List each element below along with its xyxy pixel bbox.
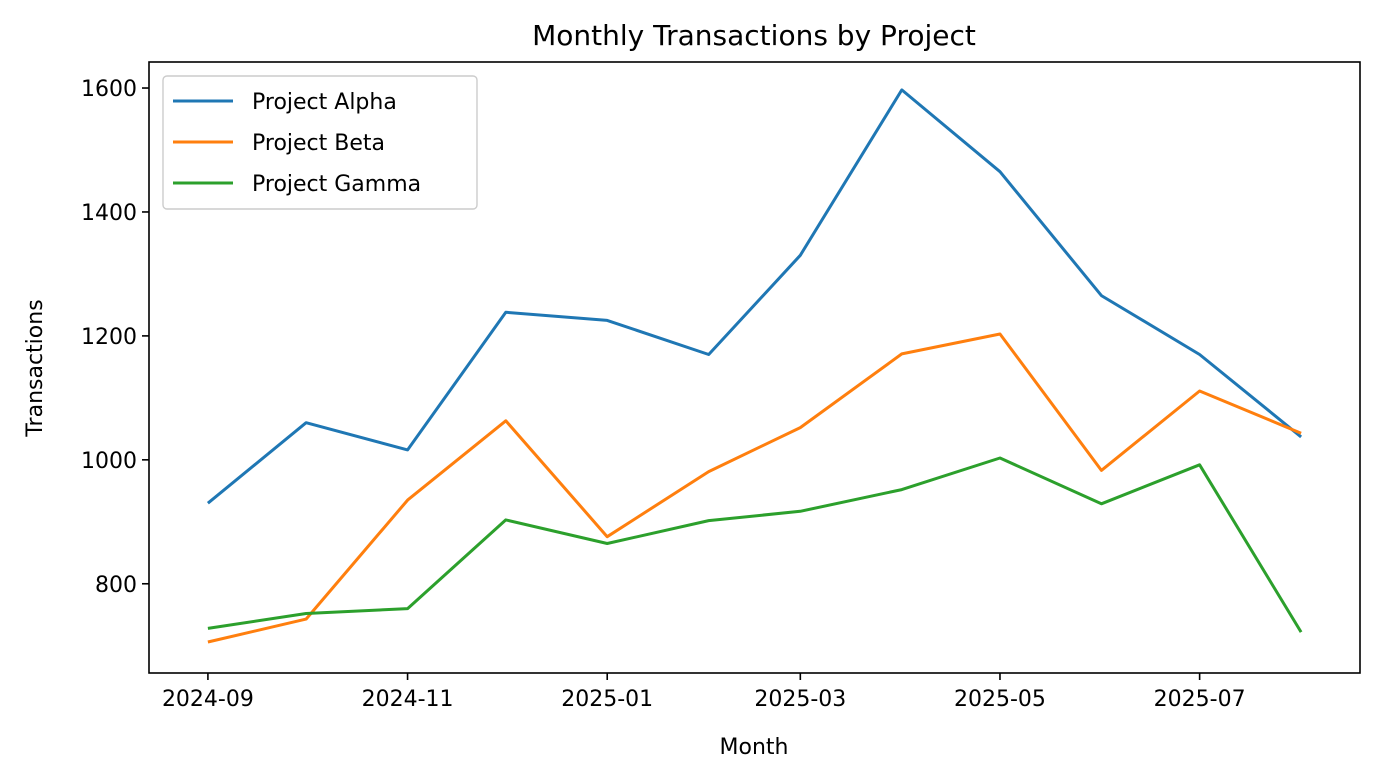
legend-label-project-gamma: Project Gamma	[252, 172, 421, 197]
legend-label-project-beta: Project Beta	[252, 131, 385, 156]
series-line-project-alpha	[206, 88, 1303, 505]
x-axis-ticks: 2024-09 2024-11 2025-01 2025-03 2025-05 2025-…	[162, 673, 1246, 712]
x-tick-label: 2025-07	[1154, 687, 1246, 712]
chart-title: Monthly Transactions by Project	[532, 19, 976, 52]
y-tick-label: 1400	[81, 201, 137, 226]
y-axis-ticks: 800 1000 1200 1400 1600	[81, 77, 149, 598]
x-tick-label: 2025-03	[754, 687, 846, 712]
legend: Project Alpha Project Beta Project Gamma	[162, 75, 478, 210]
legend-box	[162, 75, 478, 210]
series-layer	[206, 88, 1303, 644]
series-line-project-gamma	[207, 456, 1303, 633]
x-tick-label: 2025-01	[561, 687, 653, 712]
x-axis-label: Month	[720, 735, 789, 760]
y-tick-label: 1000	[81, 449, 137, 474]
x-tick-label: 2024-09	[162, 687, 254, 712]
legend-label-project-alpha: Project Alpha	[252, 90, 397, 115]
x-tick-label: 2024-11	[362, 687, 454, 712]
series-line-project-beta	[207, 332, 1302, 644]
y-tick-label: 1200	[81, 325, 137, 350]
x-tick-label: 2025-05	[954, 687, 1046, 712]
y-tick-label: 1600	[81, 77, 137, 102]
plot-frame	[148, 61, 1361, 674]
y-tick-label: 800	[95, 573, 137, 598]
y-axis-label: Transactions	[23, 299, 48, 437]
